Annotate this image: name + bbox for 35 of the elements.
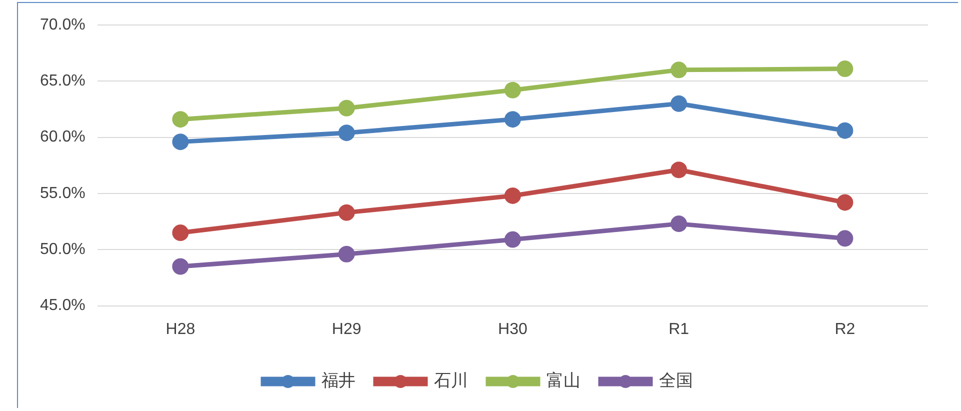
point [504,231,521,248]
point [172,224,189,242]
point [172,258,189,275]
legend-label: 石川 [434,370,468,391]
point [504,82,521,98]
x-tick-label: H30 [498,320,528,338]
y-tick-label: 45.0% [40,297,86,314]
point [836,230,854,247]
point [504,187,521,204]
y-tick-label: 50.0% [40,241,86,258]
point [338,124,355,142]
point [670,62,688,78]
point [670,162,688,178]
point [670,95,688,112]
y-tick-label: 60.0% [40,128,86,146]
point [836,194,854,211]
point [172,134,189,150]
point [338,100,355,116]
point [504,111,521,128]
x-tick-label: R1 [668,320,690,338]
x-tick-label: R2 [834,320,856,338]
legend-label: 富山 [546,370,580,391]
y-tick-label: 55.0% [40,184,86,202]
x-tick-label: H28 [166,320,196,338]
point [338,246,355,262]
y-tick-label: 70.0% [40,16,86,34]
legend-label: 全国 [659,370,693,391]
legend-label: 福井 [322,370,356,391]
point [338,204,355,221]
point [836,60,854,78]
point [670,216,688,232]
point [836,122,854,139]
point [172,111,189,128]
y-tick-label: 65.0% [40,72,86,90]
x-tick-label: H29 [332,320,362,338]
